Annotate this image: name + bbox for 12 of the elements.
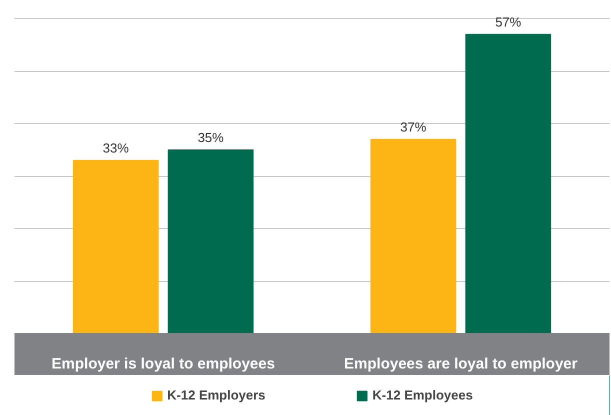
bar (370, 138, 456, 334)
bar (72, 160, 159, 334)
data-label: 37% (400, 119, 427, 134)
data-label: 33% (102, 140, 130, 156)
data-label: 57% (495, 14, 522, 30)
legend-label: K-12 Employees (372, 388, 473, 402)
x-tick-label: Employees are loyal to employer (344, 356, 578, 372)
data-label: 35% (198, 130, 224, 145)
x-tick-label: Employer is loyal to employees (52, 356, 275, 372)
legend-label: K-12 Employers (167, 388, 266, 402)
bar (168, 149, 254, 334)
bar (465, 34, 552, 334)
